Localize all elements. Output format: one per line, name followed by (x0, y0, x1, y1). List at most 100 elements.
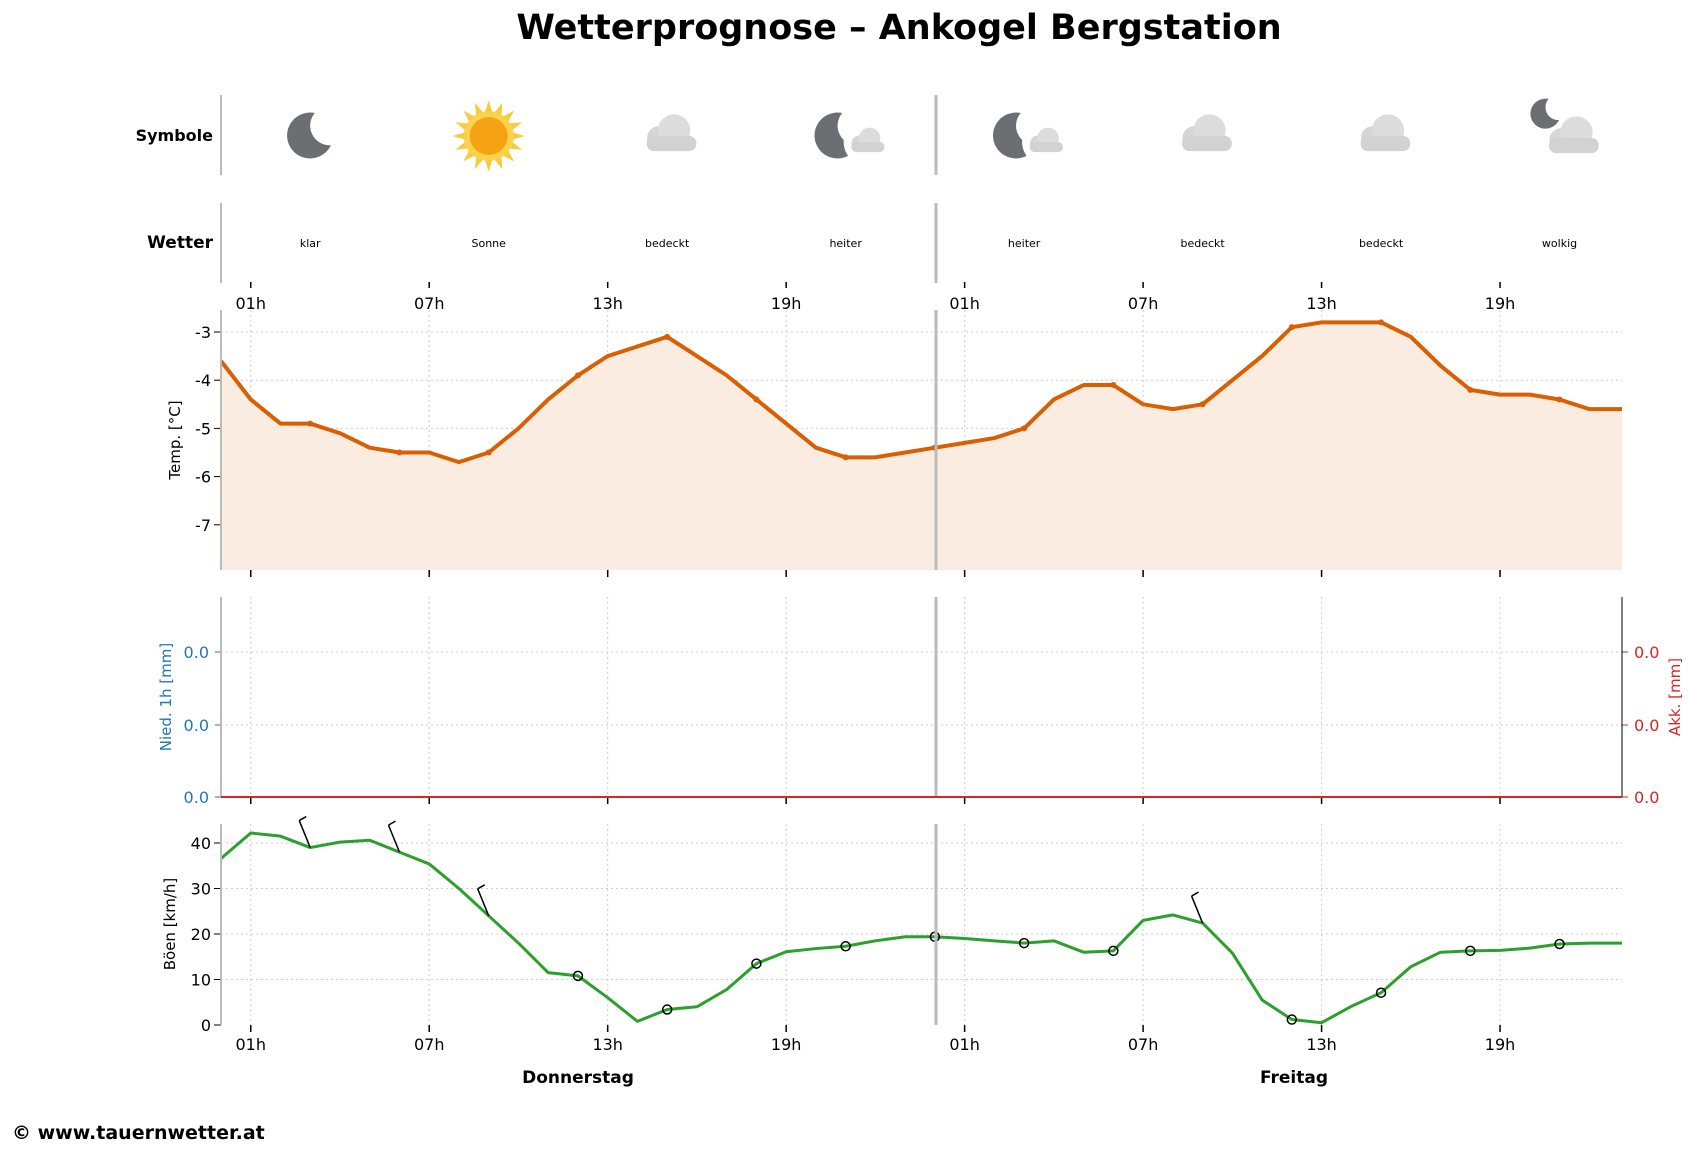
cloud-icon (1182, 114, 1232, 152)
temp-point (396, 449, 403, 456)
x-tick-label: 07h (1128, 294, 1159, 313)
temp-point (753, 396, 760, 403)
moon-cloud-icon (992, 112, 1071, 166)
y-tick-label: 20 (191, 925, 211, 944)
temp-point (1467, 386, 1474, 393)
x-tick-label: 13h (592, 294, 623, 313)
x-tick-label: 19h (1485, 294, 1516, 313)
sun-ray (484, 100, 494, 115)
cloud-shape (646, 114, 697, 152)
day-label-thursday: Donnerstag (522, 1068, 634, 1088)
wind-barb (1190, 895, 1204, 924)
precip-tick-label: 0.0 (184, 716, 209, 735)
y-tick-label: 10 (191, 971, 211, 990)
wind-barb-flag (388, 820, 396, 826)
cloud-shape (1029, 127, 1063, 153)
weather-row-label: Wetter (147, 233, 213, 253)
x-tick-label: 01h (235, 1035, 266, 1054)
cloud-base (1360, 136, 1411, 152)
moon-large-cloud-icon (1530, 98, 1599, 154)
cloud-shape (1549, 116, 1599, 154)
temp-point (1556, 396, 1563, 403)
temperature-panel: 01h 07h 13h 19h 01h 07h 13h 19h -3 -4 -5 -6 -7 (195, 282, 1622, 577)
moon-icon (287, 112, 331, 159)
wind-barb-flag (298, 815, 307, 822)
temp-axis-label: Temp. [°C] (166, 400, 184, 480)
cloud-base (1182, 136, 1232, 152)
x-tick-label: 13h (1306, 294, 1337, 313)
x-tick-label: 01h (949, 1035, 980, 1054)
accum-tick-label: 0.0 (1634, 788, 1659, 807)
cloud-base (1549, 138, 1599, 154)
temp-point (307, 420, 314, 427)
symbols-row-label: Symbole (136, 126, 214, 145)
cloud-base (1029, 142, 1063, 153)
page-title: Wetterprognose – Ankogel Bergstation (516, 8, 1282, 48)
accum-tick-label: 0.0 (1634, 716, 1659, 735)
x-tick-label: 19h (771, 294, 802, 313)
calm-wind-marker (1108, 945, 1119, 957)
sun-ray (510, 131, 525, 141)
weather-text: klar (300, 237, 321, 250)
precip-axis-label: Nied. 1h [mm] (157, 643, 175, 751)
cloud-icon (1360, 114, 1411, 152)
x-tick-label: 01h (235, 294, 266, 313)
weather-text: bedeckt (1359, 237, 1404, 250)
wind-barb-flag (1191, 891, 1199, 897)
gusts-line (220, 831, 1622, 1025)
moon-cloud-icon (814, 112, 892, 166)
wind-barb (477, 888, 490, 917)
accum-axis-label: Akk. [mm] (1666, 658, 1684, 736)
y-tick-label: -5 (195, 419, 211, 438)
x-tick-label: 13h (592, 1035, 623, 1054)
calm-wind-marker (1018, 937, 1030, 949)
calm-wind-marker (1286, 1014, 1298, 1025)
temp-point (842, 454, 849, 461)
x-tick-label: 19h (771, 1035, 802, 1054)
cloud-base (646, 136, 697, 152)
gusts-panel: 0 10 20 30 40 01h 07h 13h 19h 01h 07h 13h 19h (191, 815, 1622, 1054)
x-tick-label: 07h (1128, 1035, 1159, 1054)
precip-tick-label: 0.0 (184, 643, 209, 662)
calm-wind-marker (1465, 945, 1476, 957)
y-tick-label: -6 (195, 468, 211, 487)
weather-text: bedeckt (645, 237, 690, 250)
temp-point (574, 372, 581, 379)
y-tick-label: -7 (195, 516, 211, 535)
temp-point (1199, 401, 1206, 408)
y-tick-label: -3 (195, 323, 211, 342)
day-label-friday: Freitag (1260, 1068, 1328, 1088)
weather-text: Sonne (471, 237, 506, 250)
temp-area (221, 322, 1622, 570)
x-tick-label: 07h (414, 294, 445, 313)
moon-shape (1530, 98, 1560, 129)
copyright-text: © www.tauernwetter.at (12, 1122, 265, 1144)
temp-point (1110, 382, 1117, 389)
moon-shape (287, 112, 331, 159)
y-tick-label: 30 (191, 880, 211, 899)
x-tick-label: 19h (1485, 1035, 1516, 1054)
x-tick-label: 01h (949, 294, 980, 313)
y-tick-label: -4 (195, 371, 211, 390)
wind-barb (298, 820, 311, 848)
sun-core (469, 117, 508, 155)
wind-barb (387, 824, 401, 853)
weather-text: wolkig (1542, 237, 1577, 250)
weather-text: heiter (829, 237, 862, 250)
calm-wind-marker (1375, 987, 1387, 998)
calm-wind-marker (1554, 938, 1565, 950)
calm-wind-marker (840, 941, 851, 952)
calm-wind-marker (751, 958, 762, 969)
weather-text: bedeckt (1180, 237, 1225, 250)
accum-tick-label: 0.0 (1634, 643, 1659, 662)
sun-ray (452, 131, 468, 141)
cloud-shape (1360, 114, 1411, 152)
sun-icon (452, 100, 525, 172)
weather-text: heiter (1008, 237, 1041, 250)
cloud-base (851, 142, 885, 153)
temp-point (664, 333, 671, 340)
sun-ray (484, 157, 494, 172)
wind-barb-flag (477, 884, 486, 890)
x-tick-label: 13h (1306, 1035, 1337, 1054)
